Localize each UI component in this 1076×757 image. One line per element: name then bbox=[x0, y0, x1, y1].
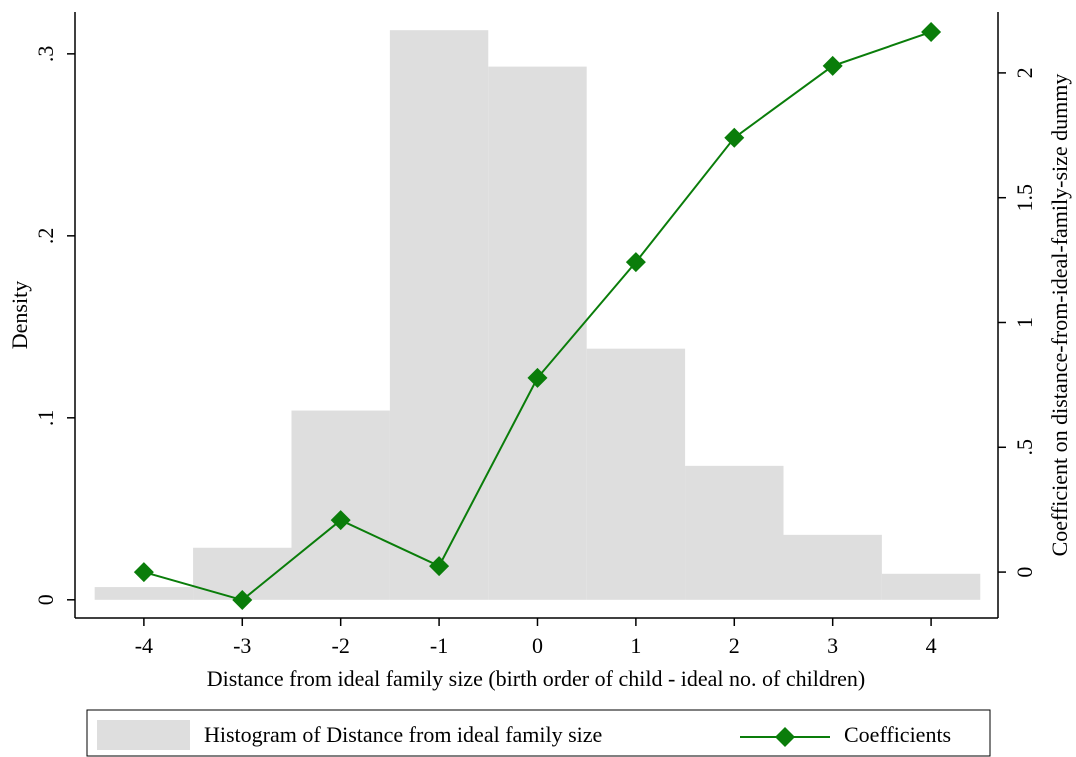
coefficient-marker bbox=[822, 55, 843, 76]
x-tick-label: -3 bbox=[233, 633, 251, 658]
coefficient-marker bbox=[527, 367, 548, 388]
coefficient-marker bbox=[921, 21, 942, 42]
histogram-bar bbox=[389, 30, 489, 600]
coefficient-marker bbox=[330, 510, 351, 531]
x-axis-label: Distance from ideal family size (birth o… bbox=[207, 666, 866, 691]
y-tick-label: .2 bbox=[33, 228, 58, 245]
histogram-bar bbox=[488, 66, 587, 600]
x-tick-label: -1 bbox=[430, 633, 448, 658]
histogram-bar bbox=[94, 587, 194, 600]
y2-tick-label: 0 bbox=[1012, 567, 1037, 578]
coefficient-marker bbox=[625, 252, 646, 273]
y-tick-label: .1 bbox=[33, 410, 58, 427]
histogram-bar bbox=[783, 534, 882, 600]
coefficient-marker bbox=[724, 127, 745, 148]
y2-tick-label: 1.5 bbox=[1012, 184, 1037, 212]
histogram-bar bbox=[685, 465, 784, 600]
x-tick-label: -4 bbox=[135, 633, 153, 658]
legend-label: Coefficients bbox=[844, 722, 951, 747]
coefficient-marker bbox=[429, 556, 450, 577]
legend-label: Histogram of Distance from ideal family … bbox=[204, 722, 602, 747]
y-tick-label: .3 bbox=[33, 46, 58, 63]
y-tick-label: 0 bbox=[33, 594, 58, 605]
histogram-bar bbox=[291, 410, 390, 600]
y2-tick-label: .5 bbox=[1012, 439, 1037, 456]
x-tick-label: 1 bbox=[630, 633, 641, 658]
histogram-bar bbox=[586, 348, 686, 600]
y2-tick-label: 2 bbox=[1012, 67, 1037, 78]
coefficient-marker bbox=[133, 562, 154, 583]
y2-tick-label: 1 bbox=[1012, 317, 1037, 328]
x-tick-label: -2 bbox=[332, 633, 350, 658]
y-axis-label: Density bbox=[7, 281, 32, 349]
y2-axis-label: Coefficient on distance-from-ideal-famil… bbox=[1047, 74, 1072, 557]
coefficient-marker bbox=[232, 590, 253, 611]
histogram-bar bbox=[881, 573, 981, 600]
legend-swatch bbox=[97, 720, 190, 750]
x-tick-label: 2 bbox=[729, 633, 740, 658]
x-tick-label: 0 bbox=[532, 633, 543, 658]
legend-box bbox=[86, 709, 991, 757]
x-tick-label: 4 bbox=[926, 633, 937, 658]
legend-marker bbox=[775, 727, 795, 747]
x-tick-label: 3 bbox=[827, 633, 838, 658]
